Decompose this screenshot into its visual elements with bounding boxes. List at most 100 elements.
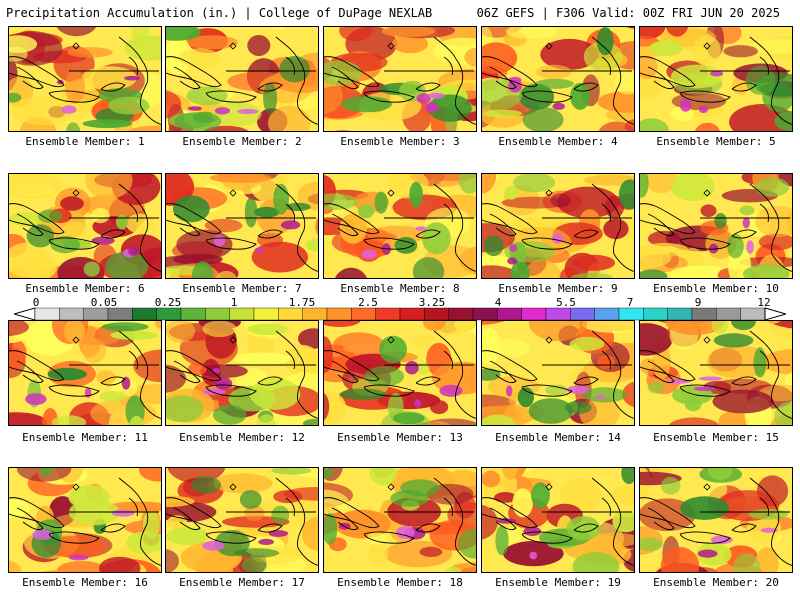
colorbar-tick-label: 3.25 xyxy=(418,296,446,309)
precipitation-map xyxy=(9,468,161,572)
colorbar xyxy=(14,307,786,321)
colorbar-swatch xyxy=(618,307,644,321)
precipitation-map xyxy=(640,468,792,572)
colorbar-tick-label: 7 xyxy=(626,296,634,309)
ensemble-member-caption: Ensemble Member: 18 xyxy=(337,576,463,589)
colorbar-left-arrow xyxy=(14,307,36,321)
ensemble-map-panel xyxy=(8,173,162,279)
colorbar-swatch xyxy=(351,307,376,321)
precipitation-map xyxy=(482,27,634,131)
ensemble-member-caption: Ensemble Member: 8 xyxy=(340,282,460,295)
colorbar-tick-label: 1 xyxy=(230,296,238,309)
colorbar-swatch xyxy=(667,307,693,321)
colorbar-swatch xyxy=(594,307,620,321)
colorbar-swatch xyxy=(229,307,255,321)
colorbar-swatch xyxy=(59,307,84,321)
ensemble-member-caption: Ensemble Member: 5 xyxy=(656,135,776,148)
ensemble-member-caption: Ensemble Member: 17 xyxy=(179,576,305,589)
precipitation-map xyxy=(324,174,476,278)
precipitation-map xyxy=(166,321,318,425)
header-title-right: 06Z GEFS | F306 Valid: 00Z FRI JUN 20 20… xyxy=(476,6,780,20)
colorbar-swatch xyxy=(643,307,668,321)
precipitation-map xyxy=(324,27,476,131)
ensemble-map-panel xyxy=(8,467,162,573)
colorbar-swatch xyxy=(448,307,474,321)
precipitation-map xyxy=(482,321,634,425)
ensemble-member-caption: Ensemble Member: 12 xyxy=(179,431,305,444)
precipitation-map xyxy=(9,27,161,131)
ensemble-map-panel xyxy=(481,320,635,426)
ensemble-map-panel xyxy=(481,173,635,279)
colorbar-swatch xyxy=(472,307,498,321)
colorbar-swatch xyxy=(302,307,328,321)
precipitation-map xyxy=(482,174,634,278)
ensemble-map-panel xyxy=(481,26,635,132)
colorbar-swatch xyxy=(180,307,206,321)
ensemble-map-panel xyxy=(8,26,162,132)
colorbar-tick-label: 9 xyxy=(694,296,702,309)
ensemble-member-caption: Ensemble Member: 7 xyxy=(182,282,302,295)
colorbar-tick-label: 0 xyxy=(32,296,40,309)
ensemble-member-caption: Ensemble Member: 6 xyxy=(25,282,145,295)
ensemble-map-panel xyxy=(323,26,477,132)
header-title-left: Precipitation Accumulation (in.) | Colle… xyxy=(6,6,433,20)
precipitation-map xyxy=(324,321,476,425)
ensemble-member-caption: Ensemble Member: 10 xyxy=(653,282,779,295)
colorbar-tick-label: 12 xyxy=(757,296,771,309)
precipitation-map xyxy=(166,27,318,131)
precipitation-map xyxy=(482,468,634,572)
colorbar-tick-label: 4 xyxy=(494,296,502,309)
ensemble-member-caption: Ensemble Member: 1 xyxy=(25,135,145,148)
ensemble-map-panel xyxy=(165,320,319,426)
ensemble-member-caption: Ensemble Member: 11 xyxy=(22,431,148,444)
colorbar-tick-label: 5.5 xyxy=(556,296,576,309)
colorbar-swatch xyxy=(716,307,741,321)
colorbar-labels: 0 0.05 0.25 1 1.75 2.5 3.25 4 5.5 7 9 12 xyxy=(0,296,800,309)
colorbar-swatch xyxy=(570,307,595,321)
ensemble-map-panel xyxy=(323,320,477,426)
precipitation-map xyxy=(640,174,792,278)
colorbar-swatch xyxy=(278,307,303,321)
colorbar-swatch xyxy=(83,307,109,321)
colorbar-swatch xyxy=(740,307,766,321)
colorbar-tick-label: 0.05 xyxy=(90,296,118,309)
ensemble-map-panel xyxy=(165,467,319,573)
ensemble-map-panel xyxy=(165,26,319,132)
ensemble-member-caption: Ensemble Member: 14 xyxy=(495,431,621,444)
colorbar-swatch xyxy=(521,307,547,321)
colorbar-swatch xyxy=(34,307,60,321)
colorbar-swatch xyxy=(399,307,425,321)
ensemble-member-caption: Ensemble Member: 15 xyxy=(653,431,779,444)
colorbar-tick-label: 1.75 xyxy=(288,296,316,309)
colorbar-swatch xyxy=(326,307,352,321)
colorbar-swatch xyxy=(107,307,133,321)
precipitation-map xyxy=(640,321,792,425)
ensemble-map-panel xyxy=(8,320,162,426)
ensemble-member-caption: Ensemble Member: 4 xyxy=(498,135,618,148)
colorbar-right-arrow xyxy=(764,307,786,321)
ensemble-member-caption: Ensemble Member: 19 xyxy=(495,576,621,589)
colorbar-swatch xyxy=(497,307,522,321)
colorbar-swatch xyxy=(132,307,157,321)
ensemble-member-caption: Ensemble Member: 9 xyxy=(498,282,618,295)
ensemble-member-caption: Ensemble Member: 13 xyxy=(337,431,463,444)
ensemble-map-panel xyxy=(323,467,477,573)
ensemble-member-caption: Ensemble Member: 16 xyxy=(22,576,148,589)
colorbar-swatch xyxy=(424,307,449,321)
colorbar-swatch xyxy=(691,307,717,321)
ensemble-map-panel xyxy=(165,173,319,279)
ensemble-map-panel xyxy=(481,467,635,573)
precipitation-map xyxy=(9,174,161,278)
colorbar-swatch xyxy=(253,307,279,321)
ensemble-map-panel xyxy=(639,320,793,426)
colorbar-swatch xyxy=(205,307,230,321)
ensemble-member-caption: Ensemble Member: 20 xyxy=(653,576,779,589)
precipitation-map xyxy=(166,174,318,278)
colorbar-tick-label: 0.25 xyxy=(154,296,182,309)
ensemble-map-panel xyxy=(639,26,793,132)
ensemble-map-panel xyxy=(323,173,477,279)
ensemble-map-panel xyxy=(639,467,793,573)
precipitation-map xyxy=(640,27,792,131)
precipitation-map xyxy=(166,468,318,572)
